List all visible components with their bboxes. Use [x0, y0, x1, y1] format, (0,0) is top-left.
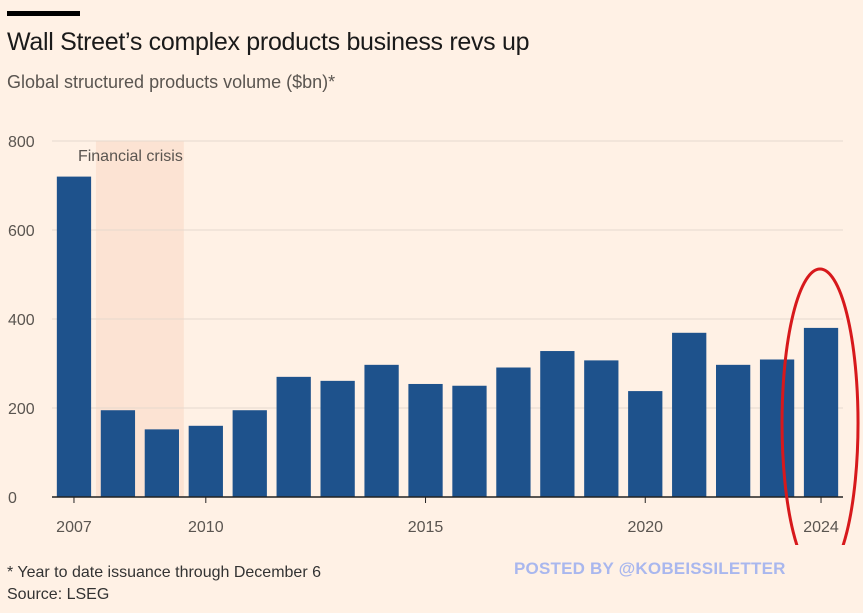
bar-2008 — [100, 410, 136, 497]
footnote: * Year to date issuance through December… — [7, 564, 321, 581]
shaded-region-label: Financial crisis — [78, 148, 183, 165]
bar-2020 — [628, 391, 663, 497]
bar-2011 — [232, 410, 267, 497]
bar-2022 — [716, 364, 751, 497]
chart-title: Wall Street’s complex products business … — [7, 28, 530, 56]
bar-2007 — [56, 176, 92, 497]
y-tick-label: 200 — [8, 401, 35, 418]
bar-2024 — [803, 327, 839, 497]
bar-2021 — [672, 332, 707, 497]
y-tick-label: 800 — [8, 134, 35, 151]
bar-2012 — [276, 376, 311, 497]
bar-2017 — [496, 367, 531, 497]
y-tick-label: 0 — [8, 490, 17, 507]
x-tick-label: 2020 — [627, 519, 663, 536]
x-tick-label: 2010 — [188, 519, 224, 536]
bar-2016 — [452, 385, 487, 497]
highlight-ellipse — [780, 267, 860, 545]
watermark: POSTED BY @KOBEISSILETTER — [514, 559, 786, 578]
bar-2019 — [584, 360, 619, 497]
bar-2018 — [540, 351, 575, 497]
chart-subtitle: Global structured products volume ($bn)* — [7, 72, 336, 92]
x-tick-label: 2007 — [56, 519, 92, 536]
header-accent-bar — [7, 11, 80, 16]
bar-2009 — [144, 429, 179, 497]
bar-2010 — [188, 425, 223, 497]
bar-chart: Financial crisis 0 200 400 600 800 2007 2010 201… — [8, 134, 860, 545]
y-tick-label: 400 — [8, 312, 35, 329]
bar-2023 — [759, 359, 795, 497]
bar-2015 — [408, 383, 443, 497]
bar-2013 — [320, 380, 355, 497]
x-tick-label: 2015 — [408, 519, 444, 536]
bar-2014 — [364, 364, 399, 497]
source-note: Source: LSEG — [7, 586, 110, 603]
x-tick-label: 2024 — [803, 519, 839, 536]
y-tick-label: 600 — [8, 223, 35, 240]
